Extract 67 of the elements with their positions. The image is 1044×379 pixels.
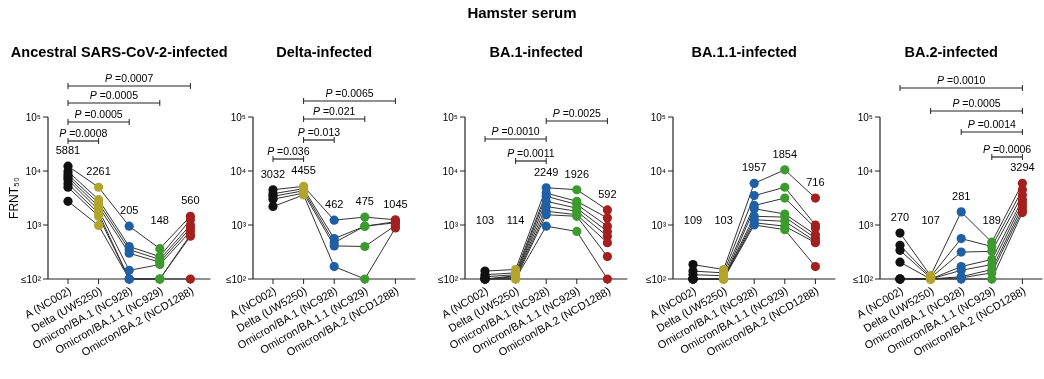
y-tick-label: ≤10² (853, 273, 874, 285)
annotation: P =0.0006 (983, 143, 1032, 155)
y-tick-label: 10⁵ (442, 111, 458, 123)
annotation: 148 (150, 214, 169, 226)
annotation: P =0.013 (297, 126, 341, 138)
y-axis-title: FRNT₅₀ (7, 177, 21, 219)
y-tick-label: 10³ (858, 219, 874, 231)
annotation: P =0.0025 (552, 107, 602, 119)
y-tick-label: 10⁵ (25, 111, 41, 123)
annotation: 189 (982, 214, 1001, 226)
annotation: 560 (181, 194, 200, 207)
annotation: 5881 (55, 144, 81, 157)
annotation: 205 (120, 204, 139, 217)
annotation: P =0.0014 (967, 118, 1017, 130)
text: P =0.0005 (952, 97, 1001, 109)
annotation: P =0.036 (267, 145, 310, 157)
annotation: 1957 (741, 161, 767, 174)
text: P =0.0010 (937, 74, 986, 86)
chart-title: BA.2-infected (904, 44, 998, 60)
y-tick-label: 10⁴ (650, 165, 666, 177)
annotation: 281 (952, 189, 971, 202)
y-tick-label: ≤10² (226, 273, 247, 285)
annotation: 4455 (291, 164, 316, 177)
y-tick-label: 10⁴ (442, 165, 458, 177)
annotation: 114 (506, 214, 525, 226)
y-tick-label: 10⁴ (230, 165, 246, 177)
annotation: 475 (355, 195, 374, 208)
annotation: 3032 (260, 167, 286, 180)
annotation: 2249 (533, 165, 559, 178)
annotation: 592 (598, 187, 617, 200)
text: P =0.0065 (325, 87, 374, 99)
chart-title: Delta-infected (276, 44, 373, 60)
annotation: 103 (475, 214, 495, 226)
annotation: 1926 (564, 167, 590, 180)
annotation: 109 (683, 214, 703, 226)
y-tick-label: 10³ (443, 219, 459, 231)
annotation: P =0.0010 (491, 125, 540, 137)
y-tick-label: 10³ (651, 219, 667, 231)
annotation: P =0.0008 (59, 127, 108, 139)
annotation: 103 (714, 214, 733, 226)
y-tick-label: 10⁴ (857, 165, 873, 177)
text: P =0.0007 (105, 72, 154, 84)
annotation: P =0.0005 (74, 108, 123, 120)
annotation: 3294 (1010, 161, 1035, 174)
y-tick-label: 10⁵ (650, 111, 666, 123)
y-tick-label: 10⁴ (25, 165, 41, 177)
chart-title: Ancestral SARS-CoV-2-infected (10, 44, 228, 60)
annotation: 462 (325, 198, 344, 211)
chart-title: BA.1.1-infected (691, 44, 797, 60)
annotation: P =0.0011 (507, 147, 555, 159)
y-tick-label: 10³ (231, 219, 247, 231)
annotation: 716 (806, 176, 825, 189)
y-tick-label: ≤10² (646, 273, 667, 285)
chart-title: BA.1-infected (489, 44, 583, 60)
annotation: 270 (890, 211, 910, 224)
annotation: 107 (921, 214, 940, 226)
text: P =0.0005 (89, 89, 139, 101)
annotation: 2261 (86, 165, 111, 178)
text: Hamster serum (467, 4, 577, 21)
y-tick-label: 10⁵ (230, 111, 246, 123)
annotation: 1854 (772, 147, 798, 160)
annotation: P =0.021 (313, 105, 356, 117)
y-tick-label: 10⁵ (857, 111, 873, 123)
annotation: 1045 (383, 197, 408, 210)
y-tick-label: ≤10² (21, 273, 42, 285)
y-tick-label: ≤10² (438, 273, 459, 285)
y-tick-label: 10³ (26, 219, 42, 231)
